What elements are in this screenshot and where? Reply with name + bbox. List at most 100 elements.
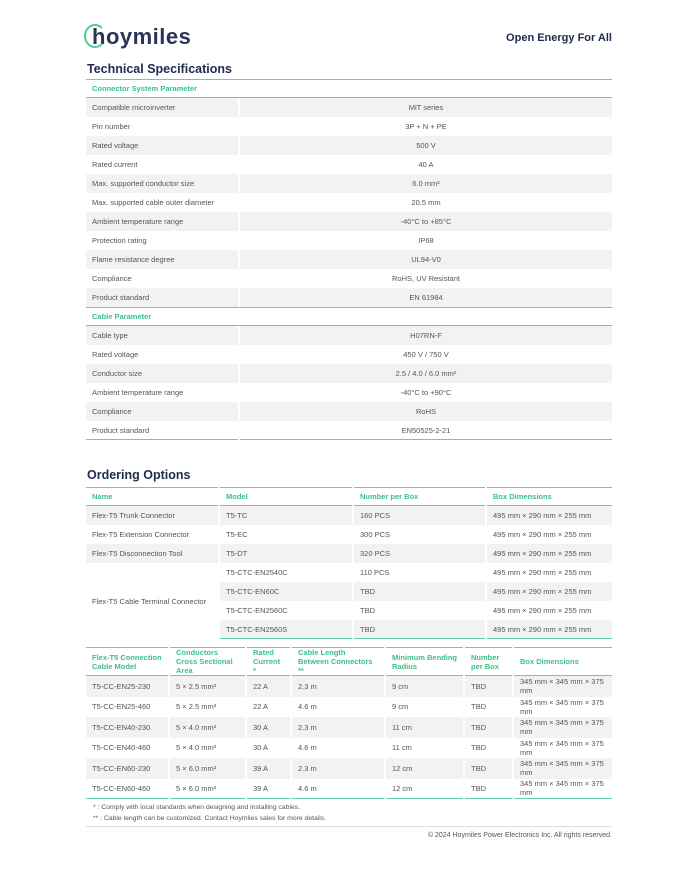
table-cell: RoHS [240, 402, 612, 421]
table-row: Max. supported cable outer diameter 20.5 … [86, 193, 612, 212]
table-row: Flex-T5 Disconnection Tool T5-DT 320 PCS 49… [86, 544, 612, 563]
table-cell: UL94-V0 [240, 250, 612, 269]
table-cell: TBD [465, 676, 512, 697]
table-row: Ambient temperature range -40°C to +90°C [86, 383, 612, 402]
table-cell: TBD [354, 582, 485, 601]
tech-specs-table: Connector System Parameter Compatible mic… [84, 79, 614, 440]
table-cell: Max. supported cable outer diameter [86, 193, 238, 212]
cable-table: Flex-T5 Connection Cable Model Conductors… [84, 647, 614, 799]
table-cell: 345 mm × 345 mm × 375 mm [514, 758, 612, 779]
table-cell: T5-CC-EN40-460 [92, 743, 151, 753]
table-cell: 160 PCS [354, 506, 485, 525]
table-row: Rated voltage 450 V / 750 V [86, 345, 612, 364]
table-cell: 2.5 / 4.0 / 6.0 mm² [240, 364, 612, 383]
table-cell: Cable Parameter [86, 307, 612, 326]
footer-divider [86, 826, 612, 827]
table-cell: EN50525-2-21 [240, 421, 612, 440]
table-row: T5-CTC-EN60C TBD 495 mm × 290 mm × 255 mm [86, 582, 612, 601]
ordering-title: Ordering Options [87, 468, 191, 482]
table-row: Max. supported conductor size 6.0 mm² [86, 174, 612, 193]
table-cell: Rated current [86, 155, 238, 174]
table-cell: 12 cm [386, 779, 463, 799]
table-cell: 4.6 m [298, 702, 317, 712]
column-header: Box Dimensions [514, 647, 612, 676]
column-header: Minimum Bending Radius [386, 647, 463, 676]
table-row: Flex-T5 Extension Connector T5-EC 300 PCS 4… [86, 525, 612, 544]
table-cell: TBD [465, 758, 512, 779]
table-cell: 9 cm [392, 702, 409, 712]
table-cell: 2.3 m [292, 676, 384, 697]
table-cell: T5-CTC-EN2560C [226, 606, 288, 615]
table-cell: Conductor size [86, 364, 238, 383]
column-header: Conductors Cross Sectional Area [170, 647, 245, 676]
table-row: Cable type H07RN-F [86, 326, 612, 345]
table-cell: 30 A [253, 743, 269, 753]
column-header: Flex-T5 Connection Cable Model [86, 647, 168, 676]
section-header: Connector System Parameter [86, 79, 612, 98]
table-cell: T5-CC-EN40-230 [86, 717, 168, 738]
table-cell: T5-CC-EN25-230 [86, 676, 168, 697]
table-cell: 320 PCS [354, 544, 485, 563]
table-row: Compatible microinverter MiT series [86, 98, 612, 117]
table-cell: MiT series [240, 98, 612, 117]
table-cell: 345 mm × 345 mm × 375 mm [514, 717, 612, 738]
table-cell: -40°C to +90°C [240, 383, 612, 402]
column-header: Rated Current * [247, 647, 290, 676]
table-row: T5-CC-EN60-460 5 × 6.0 mm² 39 A 4.6 m 12 cm T… [86, 779, 612, 799]
table-row: Rated current 40 A [86, 155, 612, 174]
table-cell: 110 PCS [360, 568, 390, 577]
table-cell: Product standard [86, 421, 238, 440]
table-cell: T5-CC-EN60-230 [86, 758, 168, 779]
table-cell: Flame resistance degree [86, 250, 238, 269]
table-row: Rated voltage 500 V [86, 136, 612, 155]
table-cell: T5-CTC-EN2560S [220, 620, 352, 639]
table-cell: RoHS, UV Resistant [240, 269, 612, 288]
column-header: Box Dimensions [487, 487, 612, 506]
table-cell: 2.3 m [292, 717, 384, 738]
table-cell: Flex-T5 Trunk Connector [86, 506, 218, 525]
table-cell: TBD [471, 702, 486, 712]
table-cell: H07RN-F [240, 326, 612, 345]
table-cell: T5-DT [220, 544, 352, 563]
table-cell: Max. supported conductor size [86, 174, 238, 193]
ordering-table: Name Model Number per Box Box Dimensions Fle… [84, 487, 614, 639]
table-cell: 4.6 m [298, 743, 317, 753]
table-row: Flex-T5 Cable Terminal Connector T5-CTC-E… [86, 563, 612, 639]
column-header: Model [220, 487, 352, 506]
table-cell: -40°C to +85°C [240, 212, 612, 231]
table-cell: Protection rating [86, 231, 238, 250]
table-cell: 5 × 4.0 mm² [176, 743, 217, 753]
table-cell: 495 mm × 290 mm × 255 mm [487, 506, 612, 525]
table-cell: Rated voltage [86, 136, 238, 155]
copyright: © 2024 Hoymiles Power Electronics Inc. A… [427, 832, 612, 839]
column-header: Name [86, 487, 218, 506]
table-cell: 5 × 4.0 mm² [170, 717, 245, 738]
table-cell: TBD [465, 717, 512, 738]
table-cell: 345 mm × 345 mm × 375 mm [514, 676, 612, 697]
column-header: Cable Length Between Connectors ** [292, 647, 384, 676]
table-cell: 345 mm × 345 mm × 375 mm [520, 697, 604, 716]
table-row: T5-CC-EN60-230 5 × 6.0 mm² 39 A 2.3 m 12 cm T… [86, 758, 612, 779]
table-cell: T5-CC-EN25-460 [92, 702, 151, 712]
table-row: Conductor size 2.5 / 4.0 / 6.0 mm² [86, 364, 612, 383]
table-cell: T5-EC [226, 530, 248, 539]
table-cell: 495 mm × 290 mm × 255 mm [493, 606, 592, 615]
table-cell: TBD [360, 606, 375, 615]
table-row: Flame resistance degree UL94-V0 [86, 250, 612, 269]
table-cell: Rated voltage [86, 345, 238, 364]
table-row: Product standard EN50525-2-21 [86, 421, 612, 440]
table-cell: 11 cm [392, 743, 412, 753]
table-cell: 5 × 2.5 mm² [176, 702, 217, 712]
table-row: Flex-T5 Trunk Connector T5-TC 160 PCS 495 m… [86, 506, 612, 525]
tech-specs-title: Technical Specifications [87, 62, 232, 76]
table-cell: Product standard [86, 288, 238, 307]
table-cell: 495 mm × 290 mm × 255 mm [493, 530, 592, 539]
table-cell: 345 mm × 345 mm × 375 mm [520, 738, 604, 757]
table-cell: 4.6 m [292, 779, 384, 799]
table-cell: Flex-T5 Disconnection Tool [86, 544, 218, 563]
table-cell: T5-CTC-EN2540C [226, 568, 288, 577]
table-cell: 2.3 m [292, 758, 384, 779]
table-cell: 22 A [253, 702, 269, 712]
table-row: Pin number 3P + N + PE [86, 117, 612, 136]
column-header: Number per Box [354, 487, 485, 506]
